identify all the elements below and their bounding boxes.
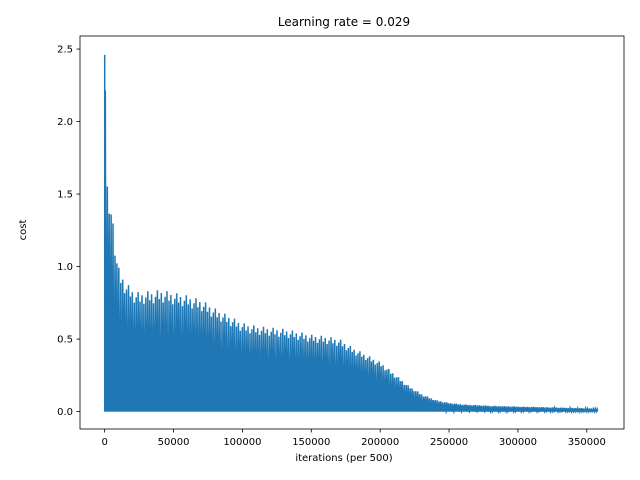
- x-tick-label: 200000: [361, 437, 399, 448]
- y-tick-label: 1.0: [57, 262, 73, 273]
- y-tick-label: 2.5: [57, 45, 73, 56]
- x-tick-label: 250000: [430, 437, 468, 448]
- x-tick-label: 100000: [223, 437, 261, 448]
- x-tick-label: 50000: [158, 437, 190, 448]
- cost-series-dense-band: [104, 215, 598, 412]
- y-tick-label: 1.5: [57, 190, 73, 201]
- y-axis-ticks: 0.0 0.5 1.0 1.5 2.0 2.5: [57, 45, 80, 418]
- y-axis-label: cost: [18, 220, 29, 241]
- chart-title: Learning rate = 0.029: [278, 15, 410, 29]
- x-axis-ticks: 0 50000 100000 150000 200000 250000 300000 3500…: [101, 429, 606, 448]
- x-tick-label: 300000: [499, 437, 537, 448]
- x-axis-label: iterations (per 500): [295, 453, 392, 464]
- axes-frame: [79, 35, 625, 430]
- y-tick-label: 0.5: [57, 335, 73, 346]
- y-tick-label: 2.0: [57, 117, 73, 128]
- plot-layer: [103, 54, 599, 415]
- y-tick-label: 0.0: [57, 407, 73, 418]
- x-tick-label: 350000: [568, 437, 606, 448]
- x-tick-label: 150000: [292, 437, 330, 448]
- x-tick-label: 0: [101, 437, 107, 448]
